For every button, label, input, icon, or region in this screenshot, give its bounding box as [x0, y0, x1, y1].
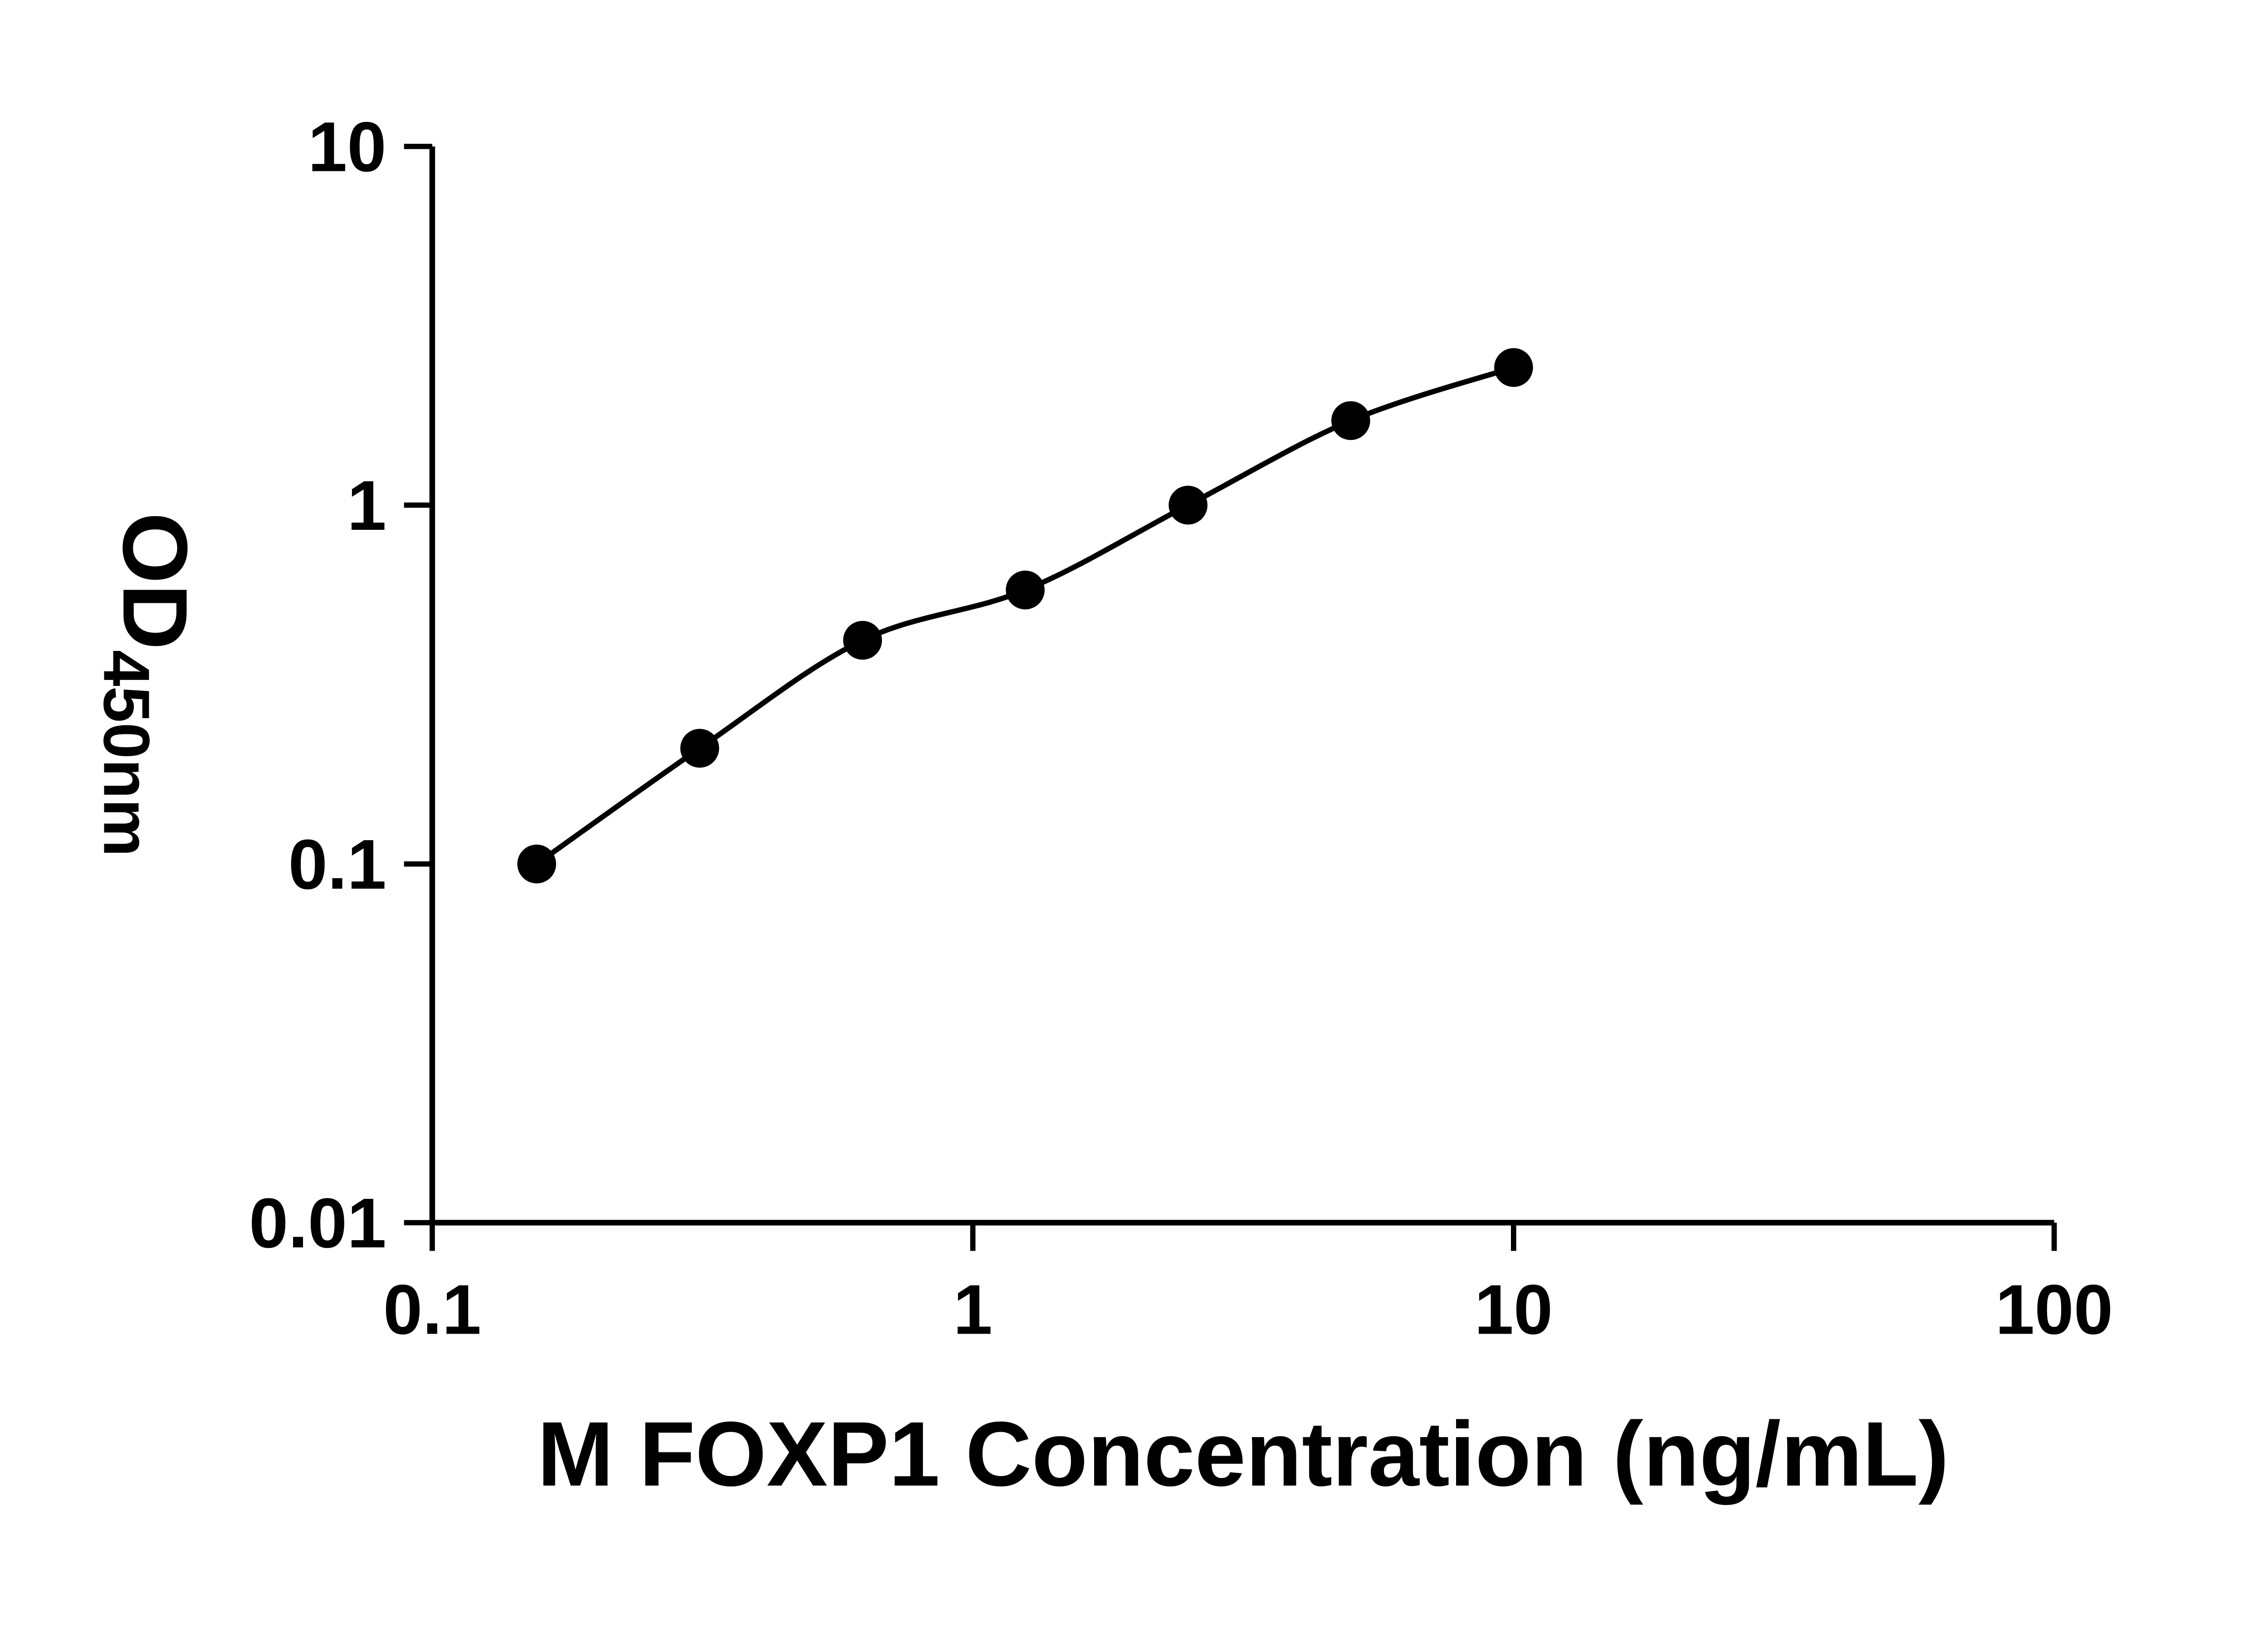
x-axis-title: M FOXP1 Concentration (ng/mL) [537, 1403, 1949, 1505]
y-axis-title-main: OD [104, 512, 206, 650]
data-point-0 [517, 844, 556, 884]
data-point-1 [680, 728, 719, 768]
data-point-2 [843, 621, 882, 660]
x-tick-label: 0.1 [383, 1270, 481, 1349]
data-point-5 [1331, 401, 1370, 440]
x-tick-label: 10 [1474, 1270, 1553, 1349]
x-tick-label: 1 [953, 1270, 992, 1349]
x-tick-label: 100 [1995, 1270, 2113, 1349]
y-axis-title: OD450nm [90, 512, 206, 856]
y-axis-title-subscript: 450nm [90, 650, 162, 857]
axes [429, 146, 2054, 1226]
y-tick-label: 10 [308, 107, 386, 186]
data-point-3 [1006, 570, 1045, 610]
elisa-standard-curve-figure: 0.1 1 10 100 0.01 0.1 1 10 M FOXP1 Concentratio… [90, 107, 2113, 1505]
standard-curve-line [535, 365, 1515, 866]
y-tick-label: 1 [347, 466, 386, 545]
data-point-6 [1494, 348, 1533, 387]
elisa-standard-curve-chart: 0.1 1 10 100 0.01 0.1 1 10 M FOXP1 Concentratio… [90, 107, 2113, 1505]
data-point-4 [1168, 485, 1207, 525]
y-tick-label: 0.01 [249, 1183, 386, 1262]
plot-area: 0.1 1 10 100 0.01 0.1 1 10 [249, 107, 2113, 1349]
y-tick-label: 0.1 [288, 825, 386, 904]
